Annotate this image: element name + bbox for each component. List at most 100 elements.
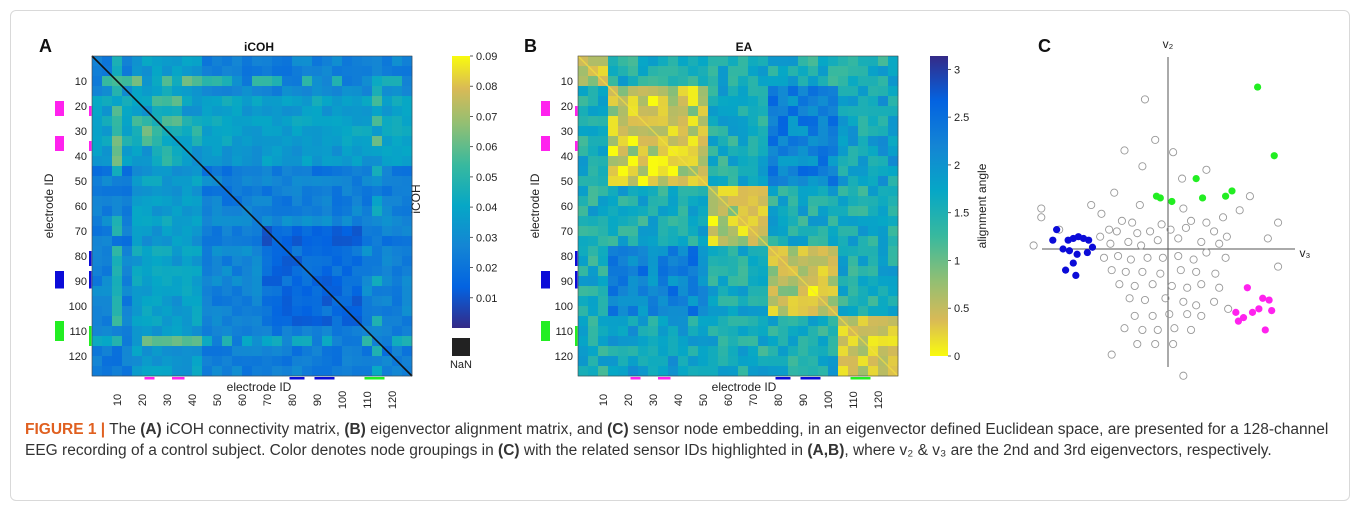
matrix-cell (282, 86, 293, 97)
matrix-cell (202, 296, 213, 307)
matrix-cell (212, 66, 223, 77)
matrix-cell (878, 126, 889, 137)
matrix-cell (598, 136, 609, 147)
matrix-cell (272, 176, 283, 187)
x-tick-label: 40 (673, 394, 685, 406)
matrix-cell (858, 256, 869, 267)
matrix-cell (362, 226, 373, 237)
scatter-point (1156, 269, 1165, 278)
matrix-cell (352, 336, 363, 347)
matrix-cell (868, 86, 879, 97)
matrix-cell (152, 66, 163, 77)
matrix-cell (708, 276, 719, 287)
matrix-cell (678, 326, 689, 337)
matrix-cell (352, 66, 363, 77)
matrix-cell (728, 246, 739, 257)
matrix-cell (372, 76, 383, 87)
matrix-cell (352, 186, 363, 197)
matrix-cell (282, 356, 293, 367)
matrix-cell (302, 216, 313, 227)
matrix-cell (222, 276, 233, 287)
matrix-cell (628, 216, 639, 227)
matrix-cell (688, 276, 699, 287)
matrix-cell (668, 336, 679, 347)
matrix-cell (818, 186, 829, 197)
matrix-cell (878, 146, 889, 157)
matrix-cell (312, 116, 323, 127)
scatter-point (1135, 200, 1144, 210)
matrix-cell (888, 346, 899, 357)
matrix-cell (342, 276, 353, 287)
matrix-cell (868, 146, 879, 157)
matrix-cell (92, 106, 103, 117)
matrix-cell (102, 246, 113, 257)
matrix-cell (382, 276, 393, 287)
matrix-cell (868, 266, 879, 277)
matrix-cell (648, 206, 659, 217)
matrix-cell (102, 326, 113, 337)
scatter-point (1065, 247, 1074, 255)
matrix-cell (848, 236, 859, 247)
matrix-cell (302, 126, 313, 137)
scatter-point (1107, 350, 1116, 359)
matrix-cell (738, 336, 749, 347)
matrix-cell (352, 236, 363, 247)
matrix-cell (222, 146, 233, 157)
matrix-cell (112, 236, 123, 247)
matrix-cell (688, 356, 699, 367)
scatter-point (1029, 241, 1038, 250)
matrix-cell (382, 216, 393, 227)
matrix-cell (618, 356, 629, 367)
matrix-cell (272, 196, 283, 207)
matrix-cell (578, 236, 589, 247)
matrix-cell (92, 186, 103, 197)
scatter-point (1153, 325, 1162, 335)
matrix-cell (362, 66, 373, 77)
matrix-cell (688, 66, 699, 77)
matrix-cell (608, 166, 619, 177)
matrix-cell (858, 136, 869, 147)
matrix-cell (142, 136, 153, 147)
matrix-cell (758, 306, 769, 317)
matrix-cell (142, 236, 153, 247)
matrix-cell (142, 296, 153, 307)
matrix-cell (352, 206, 363, 217)
matrix-cell (352, 166, 363, 177)
matrix-cell (142, 276, 153, 287)
matrix-cell (598, 56, 609, 67)
matrix-cell (222, 76, 233, 87)
matrix-cell (282, 206, 293, 217)
matrix-cell (392, 256, 403, 267)
matrix-cell (272, 126, 283, 137)
matrix-cell (588, 226, 599, 237)
matrix-cell (658, 176, 669, 187)
matrix-cell (102, 346, 113, 357)
matrix-cell (162, 266, 173, 277)
matrix-cell (578, 316, 589, 327)
matrix-cell (808, 86, 819, 97)
matrix-cell (262, 346, 273, 357)
matrix-cell (728, 196, 739, 207)
matrix-cell (232, 126, 243, 137)
matrix-cell (292, 346, 303, 357)
colorbar-tick-label: 0.01 (476, 293, 497, 305)
matrix-cell (708, 336, 719, 347)
scatter-point (1259, 294, 1267, 302)
matrix-cell (392, 226, 403, 237)
matrix-cell (878, 236, 889, 247)
matrix-cell (748, 206, 759, 217)
matrix-cell (668, 366, 679, 377)
matrix-cell (292, 366, 303, 377)
matrix-cell (342, 196, 353, 207)
matrix-cell (628, 176, 639, 187)
matrix-cell (262, 56, 273, 67)
matrix-cell (668, 346, 679, 357)
matrix-cell (638, 326, 649, 337)
scatter-point (1165, 310, 1174, 319)
matrix-cell (678, 346, 689, 357)
panel-letter-c: C (1038, 36, 1051, 56)
matrix-cell (102, 116, 113, 127)
matrix-cell (372, 86, 383, 97)
matrix-cell (888, 96, 899, 107)
matrix-cell (758, 286, 769, 297)
